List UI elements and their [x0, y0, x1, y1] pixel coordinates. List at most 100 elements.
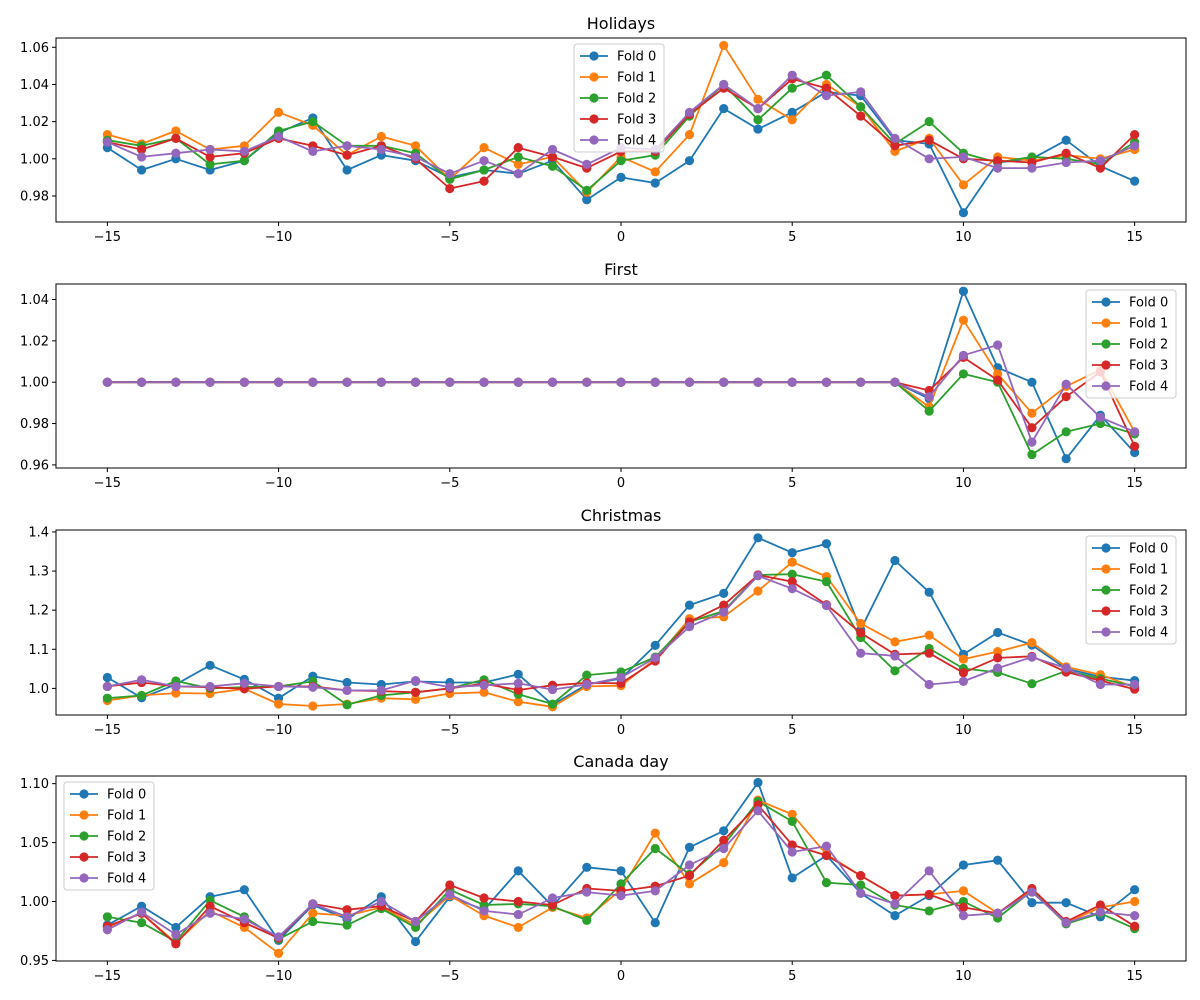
legend-item: Fold 1	[70, 809, 146, 824]
series-line	[107, 319, 1136, 433]
x-tick-label: 15	[1126, 476, 1143, 491]
data-point	[1130, 911, 1140, 921]
data-point	[582, 195, 592, 205]
data-point	[719, 826, 729, 836]
data-point	[410, 152, 421, 162]
x-tick-label: 5	[788, 230, 796, 245]
data-point	[445, 682, 455, 692]
data-point	[1061, 392, 1071, 402]
data-point	[787, 115, 797, 125]
data-point	[102, 137, 112, 147]
legend: Fold 0 Fold 1 Fold 2 Fold 3 Fold 4	[63, 781, 155, 891]
subplot-canada-day: Canada day −15 −10 −5 0 5 10 15 0.95 1.00 1.05 1.10…	[20, 752, 1187, 984]
legend-marker	[1101, 564, 1111, 574]
data-point	[513, 896, 523, 907]
data-point	[890, 651, 900, 661]
data-point	[958, 860, 969, 870]
data-point	[993, 156, 1003, 166]
legend-item: Fold 3	[1092, 605, 1168, 620]
data-point	[171, 148, 181, 158]
data-point	[650, 640, 660, 650]
data-point	[1095, 907, 1105, 917]
data-point	[821, 70, 832, 80]
data-point	[1061, 148, 1071, 158]
legend-item: Fold 0	[70, 788, 146, 803]
data-point	[958, 286, 969, 296]
data-point	[719, 588, 729, 598]
data-point	[821, 377, 832, 387]
data-point	[137, 690, 147, 701]
data-point	[1061, 454, 1071, 464]
data-point	[547, 900, 558, 910]
data-point	[787, 569, 797, 579]
data-point	[171, 922, 181, 933]
legend-marker	[1101, 627, 1111, 637]
y-tick-label: 1.02	[20, 115, 49, 130]
data-point	[342, 700, 352, 710]
legend: Fold 0 Fold 1 Fold 2 Fold 3 Fold 4	[573, 43, 665, 153]
data-point	[582, 670, 592, 680]
data-point	[650, 377, 660, 387]
data-point	[821, 91, 832, 101]
data-point	[650, 653, 660, 663]
y-tick-label: 1.00	[20, 376, 49, 391]
data-point	[1027, 408, 1037, 418]
data-point	[1130, 141, 1140, 151]
data-point	[787, 83, 797, 93]
data-point	[479, 156, 489, 166]
legend-item: Fold 2	[70, 830, 146, 845]
legend-item: Fold 4	[1092, 626, 1168, 641]
data-point	[205, 901, 215, 911]
data-point	[787, 809, 797, 819]
data-point	[1027, 638, 1037, 648]
data-point	[410, 916, 421, 927]
data-point	[445, 889, 455, 900]
data-point	[410, 377, 421, 387]
data-point	[342, 150, 352, 160]
data-point	[753, 115, 763, 125]
y-tick-label: 1.06	[20, 41, 49, 56]
legend-box	[573, 43, 665, 153]
data-point	[856, 870, 866, 881]
series-line	[106, 781, 1136, 943]
data-point	[924, 117, 934, 127]
data-point	[753, 104, 763, 114]
data-point	[479, 165, 489, 175]
data-point	[171, 133, 181, 143]
data-point	[308, 916, 318, 927]
data-point	[376, 896, 386, 907]
data-point	[616, 672, 626, 683]
data-point	[993, 908, 1003, 918]
y-tick-label: 0.95	[20, 954, 49, 969]
data-point	[890, 555, 900, 566]
data-point	[308, 908, 318, 918]
data-point	[924, 392, 934, 402]
x-tick-label: 10	[955, 969, 972, 984]
data-point	[821, 577, 832, 587]
data-point	[993, 855, 1003, 865]
data-point	[1130, 679, 1140, 690]
legend-label: Fold 4	[107, 872, 146, 887]
data-point	[821, 600, 832, 611]
data-point	[582, 915, 592, 925]
data-point	[273, 107, 284, 117]
legend-box	[1085, 289, 1177, 399]
data-point	[513, 143, 523, 153]
data-point	[787, 557, 797, 567]
data-point	[513, 685, 523, 695]
data-point	[1027, 437, 1037, 447]
data-point	[102, 377, 112, 387]
data-point	[1095, 156, 1105, 166]
legend-label: Fold 2	[1129, 584, 1168, 599]
data-point	[787, 840, 797, 850]
legend-label: Fold 2	[1129, 338, 1168, 353]
data-point	[787, 584, 797, 594]
legend-label: Fold 0	[1129, 296, 1168, 311]
data-point	[856, 648, 866, 658]
data-point	[513, 697, 523, 707]
data-point	[582, 887, 592, 897]
data-point	[958, 315, 969, 325]
data-point	[205, 660, 215, 670]
legend-label: Fold 0	[107, 788, 146, 803]
data-point	[958, 654, 969, 664]
